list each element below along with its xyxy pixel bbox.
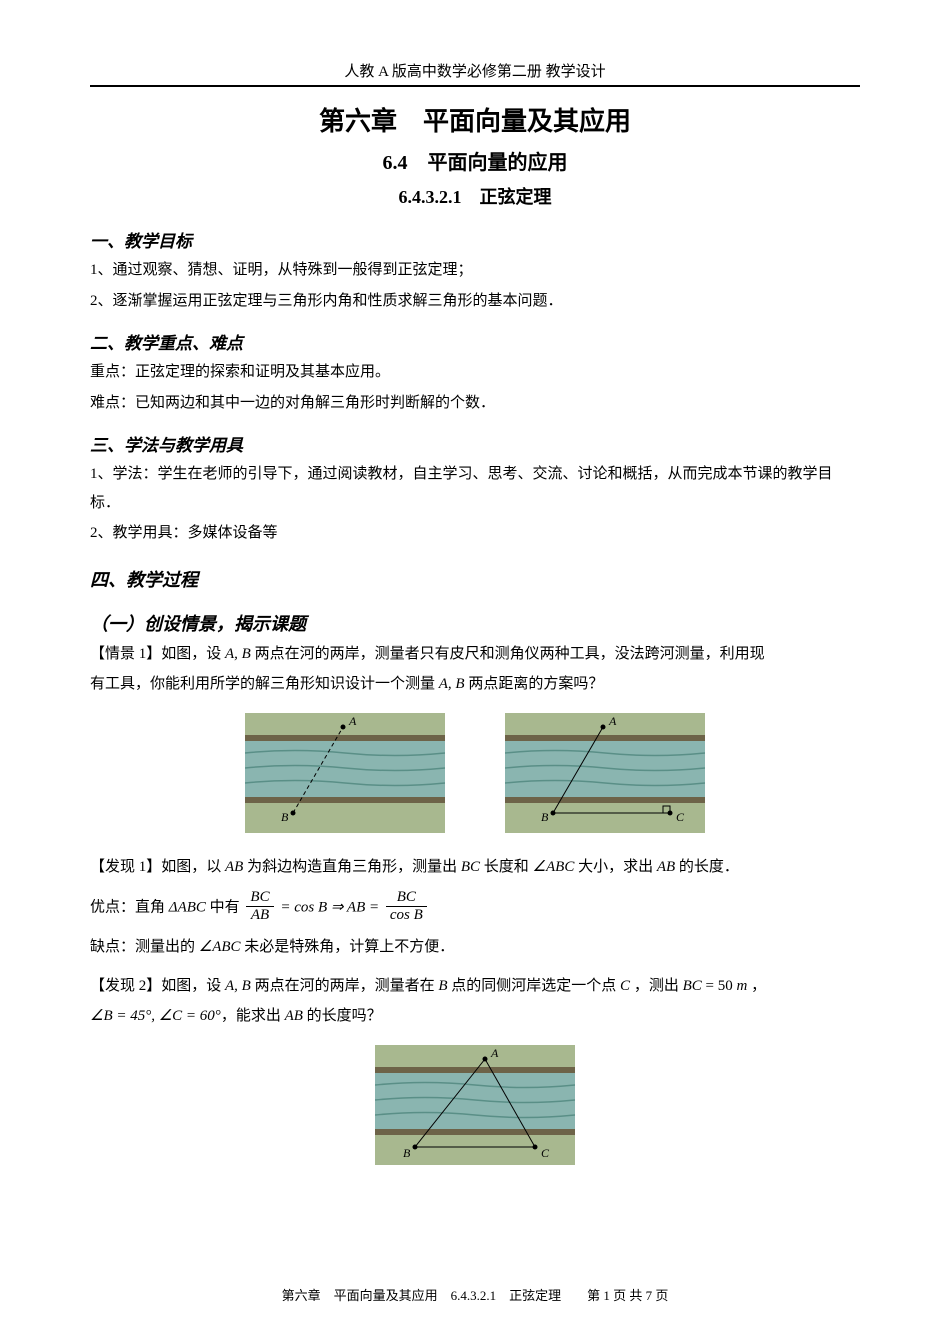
frac2-den: cos B xyxy=(386,907,427,924)
finding-2: 【发现 2】如图，设 A, B 两点在河的两岸，测量者在 B 点的同侧河岸选定一… xyxy=(90,972,860,1001)
scene1-text-c: 有工具，你能利用所学的解三角形知识设计一个测量 xyxy=(90,676,439,692)
scene1-line1: 【情景 1】如图，设 A, B 两点在河的两岸，测量者只有皮尺和测角仪两种工具，… xyxy=(90,640,860,669)
label-B2: B xyxy=(541,810,549,824)
frac1-den: AB xyxy=(246,907,273,924)
heading-scene: （一）创设情景，揭示课题 xyxy=(90,610,860,636)
difficult: 难点：已知两边和其中一边的对角解三角形时判断解的个数． xyxy=(90,389,860,418)
method-2: 2、教学用具：多媒体设备等 xyxy=(90,519,860,548)
adv-tri: ΔABC xyxy=(169,899,206,915)
scene1-line2: 有工具，你能利用所学的解三角形知识设计一个测量 A, B 两点距离的方案吗？ xyxy=(90,670,860,699)
disadv-b: 未必是特殊角，计算上不方便． xyxy=(241,939,455,955)
scene1-ab1: A, B xyxy=(225,646,251,662)
keypoint: 重点：正弦定理的探索和证明及其基本应用。 xyxy=(90,358,860,387)
find2-a: 【发现 2】如图，设 xyxy=(90,978,225,994)
find2-h: 的长度吗？ xyxy=(303,1008,382,1024)
figure-row-2: A B C xyxy=(90,1045,860,1165)
find1-c: 长度和 xyxy=(480,859,533,875)
chapter-title: 第六章 平面向量及其应用 xyxy=(90,101,860,138)
advantage-line: 优点：直角 ΔABC 中有 BC AB = cos B ⇒ AB = BC co… xyxy=(90,891,860,925)
method-1: 1、学法：学生在老师的引导下，通过阅读教材，自主学习、思考、交流、讨论和概括，从… xyxy=(90,460,860,517)
label-A3: A xyxy=(490,1046,499,1060)
find2-bc: BC xyxy=(683,978,702,994)
label-A2: A xyxy=(608,714,617,728)
header-rule xyxy=(90,85,860,87)
find1-ab2: AB xyxy=(657,859,675,875)
find2-e: = 50 xyxy=(702,978,737,994)
disadvantage-line: 缺点：测量出的 ∠ABC 未必是特殊角，计算上不方便． xyxy=(90,933,860,962)
label-C: C xyxy=(676,810,685,824)
page: 人教 A 版高中数学必修第二册 教学设计 第六章 平面向量及其应用 6.4 平面… xyxy=(0,0,950,1344)
scene1-text-a: 【情景 1】如图，设 xyxy=(90,646,225,662)
page-footer: 第六章 平面向量及其应用 6.4.3.2.1 正弦定理 第 1 页 共 7 页 xyxy=(0,1285,950,1304)
scene1-text-b: 两点在河的两岸，测量者只有皮尺和测角仪两种工具，没法跨河测量，利用现 xyxy=(251,646,765,662)
goal-2: 2、逐渐掌握运用正弦定理与三角形内角和性质求解三角形的基本问题． xyxy=(90,287,860,316)
find2-angles: ∠B = 45°, ∠C = 60° xyxy=(90,1008,221,1024)
label-B3: B xyxy=(403,1146,411,1160)
find1-a: 【发现 1】如图，以 xyxy=(90,859,225,875)
heading-process: 四、教学过程 xyxy=(90,566,860,592)
fraction-1: BC AB xyxy=(246,889,273,923)
frac1-num: BC xyxy=(246,889,273,907)
disadv-angle: ∠ABC xyxy=(199,939,241,955)
adv-label: 优点：直角 xyxy=(90,899,169,915)
find2-f: ， xyxy=(747,978,766,994)
find2-ab2: AB xyxy=(285,1008,303,1024)
figure-row-1: A B A B C xyxy=(90,713,860,833)
scene1-ab2: A, B xyxy=(439,676,465,692)
goal-1: 1、通过观察、猜想、证明，从特殊到一般得到正弦定理； xyxy=(90,256,860,285)
find1-b: 为斜边构造直角三角形，测量出 xyxy=(243,859,461,875)
label-B: B xyxy=(281,810,289,824)
finding-2-line2: ∠B = 45°, ∠C = 60°，能求出 AB 的长度吗？ xyxy=(90,1002,860,1031)
label-C3: C xyxy=(541,1146,550,1160)
find2-C: C xyxy=(620,978,630,994)
find1-ab: AB xyxy=(225,859,243,875)
river-figure-left: A B xyxy=(245,713,445,833)
find1-bc: BC xyxy=(461,859,480,875)
heading-method: 三、学法与教学用具 xyxy=(90,431,860,456)
find2-b: 两点在河的两岸，测量者在 xyxy=(251,978,439,994)
section-title: 6.4 平面向量的应用 xyxy=(90,146,860,175)
find2-ab: A, B xyxy=(225,978,251,994)
find1-angle: ∠ABC xyxy=(533,859,575,875)
running-header: 人教 A 版高中数学必修第二册 教学设计 xyxy=(90,60,860,81)
subsection-title: 6.4.3.2.1 正弦定理 xyxy=(90,183,860,209)
disadv-a: 缺点：测量出的 xyxy=(90,939,199,955)
frac2-num: BC xyxy=(386,889,427,907)
find2-g: ，能求出 xyxy=(221,1008,285,1024)
river-figure-bottom: A B C xyxy=(375,1045,575,1165)
heading-keypoints: 二、教学重点、难点 xyxy=(90,329,860,354)
find1-e: 的长度． xyxy=(675,859,739,875)
find2-c: 点的同侧河岸选定一个点 xyxy=(448,978,621,994)
find2-m: m xyxy=(736,978,747,994)
find1-d: 大小，求出 xyxy=(574,859,657,875)
find2-B: B xyxy=(438,978,447,994)
finding-1: 【发现 1】如图，以 AB 为斜边构造直角三角形，测量出 BC 长度和 ∠ABC… xyxy=(90,853,860,882)
heading-goals: 一、教学目标 xyxy=(90,227,860,252)
scene1-text-d: 两点距离的方案吗？ xyxy=(465,676,604,692)
find2-d: ，测出 xyxy=(630,978,683,994)
river-figure-right: A B C xyxy=(505,713,705,833)
label-A: A xyxy=(348,714,357,728)
eq1-mid: = cos B ⇒ AB = xyxy=(280,899,383,915)
fraction-2: BC cos B xyxy=(386,889,427,923)
adv-mid: 中有 xyxy=(206,899,244,915)
